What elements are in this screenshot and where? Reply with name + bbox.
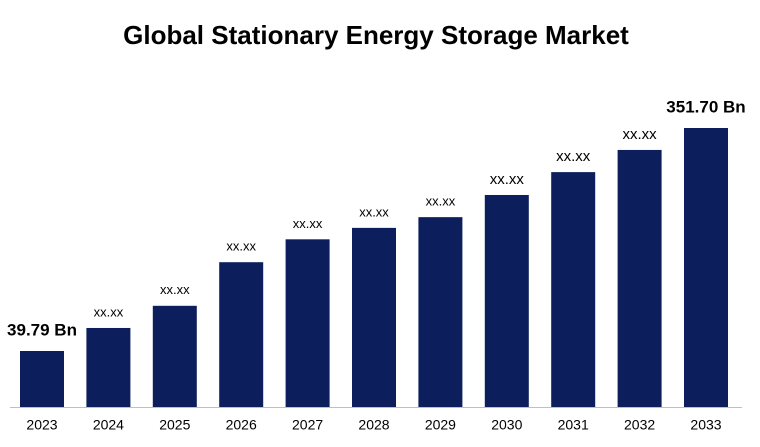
- value-label: xx.xx: [426, 194, 456, 209]
- bar: [86, 327, 131, 407]
- bar: [551, 172, 596, 407]
- value-label: xx.xx: [226, 239, 256, 254]
- bar: [20, 351, 64, 407]
- x-tick-label: 2027: [292, 417, 323, 433]
- x-tick-label: 2030: [491, 417, 522, 433]
- x-tick-label: 2023: [26, 417, 57, 433]
- value-label: xx.xx: [160, 282, 190, 297]
- value-label: 351.70 Bn: [666, 97, 745, 116]
- value-label: xx.xx: [94, 304, 124, 319]
- value-label: 39.79 Bn: [7, 320, 77, 339]
- bar: [418, 217, 463, 407]
- value-label: xx.xx: [623, 126, 658, 143]
- bar: [352, 227, 396, 407]
- x-tick-label: 2026: [226, 417, 257, 433]
- x-tick-label: 2025: [159, 417, 190, 433]
- value-label: xx.xx: [556, 148, 591, 165]
- bar: [684, 128, 728, 407]
- bar: [484, 194, 529, 407]
- bar: [285, 239, 330, 407]
- x-tick-label: 2033: [690, 417, 721, 433]
- value-label: xx.xx: [490, 171, 525, 188]
- x-tick-label: 2032: [624, 417, 655, 433]
- x-tick-label: 2031: [558, 417, 589, 433]
- x-tick-label: 2028: [358, 417, 389, 433]
- bar: [617, 149, 662, 407]
- value-label: xx.xx: [293, 216, 323, 231]
- bar: [219, 262, 264, 407]
- x-tick-label: 2029: [425, 417, 456, 433]
- chart-title: Global Stationary Energy Storage Market: [123, 20, 629, 50]
- x-tick-label: 2024: [93, 417, 124, 433]
- bar: [152, 305, 197, 407]
- value-label: xx.xx: [359, 204, 389, 219]
